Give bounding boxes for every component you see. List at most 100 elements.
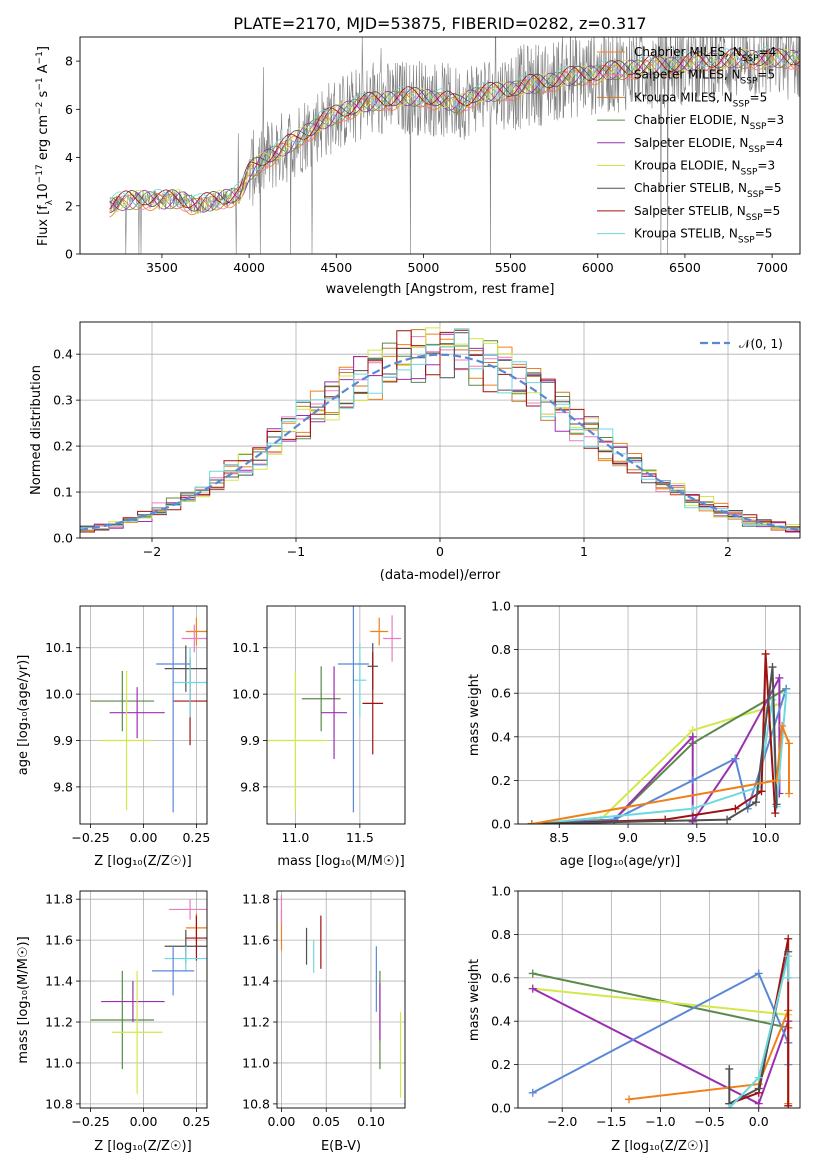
point-marker-kroupa_stelib [784, 952, 793, 961]
y-tick-label: 11.0 [45, 1055, 73, 1070]
x-tick-label: −0.25 [71, 1114, 109, 1129]
point-marker-chabrier_stelib [723, 815, 732, 824]
y-tick-label: 2 [65, 198, 73, 213]
point-marker-salpeter_stelib [761, 649, 770, 658]
y-tick-label: 0.0 [53, 531, 73, 546]
axes-frame [276, 890, 406, 1109]
axes-frame [79, 321, 801, 539]
point-marker-kroupa_stelib [688, 804, 697, 813]
y-tick-label: 11.0 [242, 1055, 270, 1070]
histogram-kroupa_stelib [80, 328, 800, 538]
y-tick-label: 1.0 [491, 599, 511, 614]
x-tick-label: 0 [436, 544, 444, 559]
y-axis-label: mass weight [467, 959, 482, 1041]
y-tick-label: 0.4 [491, 1014, 511, 1029]
residual-histogram-panel: −2 −1 0 1 2 0.0 0.1 0.2 0.3 0.4 (data-model)/error… [29, 321, 801, 583]
plot-area [90, 606, 207, 813]
x-tick-label: −2 [143, 544, 161, 559]
y-tick-label: 0.3 [53, 393, 73, 408]
y-tick-label: 0.4 [491, 729, 511, 744]
x-tick-label: 5500 [495, 260, 527, 275]
legend-entry: Kroupa MILES, NSSP=5 [634, 90, 767, 109]
point-marker-kroupa_stelib [725, 1104, 734, 1108]
plot-area [80, 327, 800, 538]
model-line-chabrier_elodie [109, 50, 800, 212]
x-axis-label: mass [log₁₀(M/M☉)] [277, 854, 404, 869]
y-tick-label: 10.1 [232, 640, 260, 655]
normal-curve [80, 353, 800, 531]
y-tick-label: 10.0 [45, 687, 73, 702]
point-marker-salpeter_elodie [528, 984, 537, 993]
x-tick-label: 0.10 [357, 1114, 385, 1129]
y-tick-label: 10.8 [242, 1096, 270, 1111]
x-tick-label: 11.5 [346, 830, 374, 845]
y-tick-label: 11.4 [45, 974, 73, 989]
point-marker-kroupa_stelib [784, 973, 793, 982]
plot-area [267, 606, 402, 813]
point-marker-salpeter_stelib [731, 804, 740, 813]
y-axis-label: Normed distribution [29, 365, 44, 495]
y-tick-label: 1.0 [491, 884, 511, 899]
y-tick-label: 11.2 [242, 1015, 270, 1030]
model-line-salpeter_elodie [109, 49, 800, 213]
point-marker-chabrier_miles [772, 776, 781, 785]
point-marker-normal [528, 1088, 537, 1097]
x-axis-label: Z [log₁₀(Z/Z☉)] [611, 1139, 708, 1154]
y-tick-label: 0.6 [491, 686, 511, 701]
series-line-normal [531, 688, 788, 824]
x-tick-label: 0.25 [182, 1114, 210, 1129]
x-tick-label: −1.5 [596, 1114, 626, 1129]
point-marker-chabrier_stelib [768, 663, 777, 672]
x-tick-label: −1.0 [645, 1114, 675, 1129]
y-tick-label: 9.8 [240, 779, 260, 794]
point-marker-chabrier_stelib [772, 800, 781, 809]
legend-entry: Chabrier MILES, NSSP=4 [634, 45, 776, 64]
point-marker-normal [731, 754, 740, 763]
x-tick-label: 0.00 [130, 830, 158, 845]
plot-area [280, 895, 402, 1098]
y-tick-label: 9.9 [53, 733, 73, 748]
y-axis-label: mass [log₁₀(M/M☉)] [16, 936, 31, 1063]
model-line-salpeter_stelib [109, 47, 800, 210]
point-marker-chabrier_miles [778, 721, 787, 730]
point-marker-salpeter_elodie [754, 1099, 763, 1108]
y-tick-label: 0.0 [491, 1101, 511, 1116]
point-marker-chabrier_miles [527, 820, 536, 824]
x-tick-label: 0.00 [268, 1114, 296, 1129]
y-tick-label: 9.9 [240, 733, 260, 748]
mass-weight-vs-age-panel: 8.5 9.0 9.5 10.0 0.0 0.2 0.4 0.6 0.8 1.0 age [log₁… [467, 599, 801, 869]
y-axis-label: mass weight [467, 674, 482, 756]
x-axis-label: age [log₁₀(age/yr)] [560, 854, 681, 869]
series-line-kroupa_elodie [532, 987, 789, 1016]
x-axis-label: (data-model)/error [380, 568, 501, 583]
point-marker-salpeter_elodie [688, 817, 697, 824]
x-tick-label: 4500 [320, 260, 352, 275]
y-tick-label: 0.0 [491, 817, 511, 832]
spectrum-panel: 3500 4000 4500 5000 5500 6000 6500 7000 0 2 4 6 8 wav… [35, 36, 801, 297]
y-tick-label: 0.4 [53, 347, 73, 362]
axes-frame [79, 605, 208, 825]
mass-vs-metallicity-panel: −0.25 0.00 0.25 10.8 11.0 11.2 11.4 11.6 11.8 Z [… [16, 890, 210, 1154]
legend-entry: Salpeter STELIB, NSSP=5 [634, 204, 780, 223]
series-line-kroupa_stelib [531, 693, 788, 824]
x-tick-label: 2 [724, 544, 732, 559]
plot-area [90, 899, 207, 1094]
axes-frame [79, 890, 208, 1109]
point-marker-chabrier_stelib [754, 1084, 763, 1093]
point-marker-chabrier_miles [625, 1095, 634, 1104]
axes-frame [517, 605, 801, 825]
model-line-kroupa_miles [109, 51, 800, 211]
x-tick-label: 6500 [669, 260, 701, 275]
legend-entry: Kroupa ELODIE, NSSP=3 [634, 159, 775, 178]
y-tick-label: 11.6 [242, 933, 270, 948]
point-marker-normal [688, 776, 697, 785]
spectrum-data-line [109, 37, 800, 254]
y-tick-label: 0.2 [491, 773, 511, 788]
point-marker-salpeter_elodie [688, 732, 697, 741]
legend-entry: Chabrier ELODIE, NSSP=3 [634, 113, 784, 132]
axes-frame [79, 36, 801, 255]
mass-weight-vs-metallicity-panel: −2.0 −1.5 −1.0 −0.5 0.0 0.0 0.2 0.4 0.6 0.8 1.0 Z [… [467, 884, 801, 1154]
x-tick-label: 11.0 [281, 830, 309, 845]
plot-area [527, 649, 793, 824]
y-tick-label: 0 [65, 247, 73, 262]
